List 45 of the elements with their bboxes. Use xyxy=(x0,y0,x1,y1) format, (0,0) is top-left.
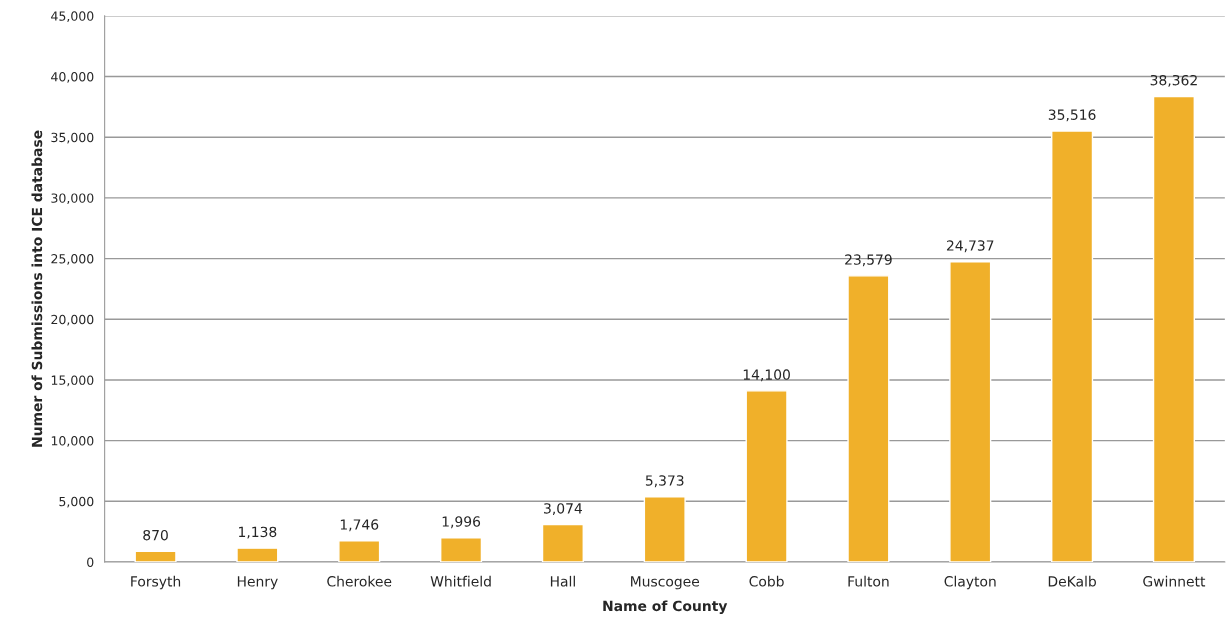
data-label: 1,746 xyxy=(340,519,379,532)
bar xyxy=(236,547,279,562)
x-tick-label: Muscogee xyxy=(631,576,700,590)
bar xyxy=(847,275,890,562)
x-tick-label: Hall xyxy=(550,575,575,587)
x-tick-label: DeKalb xyxy=(1048,575,1096,587)
y-tick-label: 5,000 xyxy=(59,496,94,508)
x-tick-label: Fulton xyxy=(848,575,889,587)
y-axis-title: Numer of Submissions into ICE database xyxy=(31,130,43,447)
data-label: 3,074 xyxy=(544,503,582,516)
x-tick-label: Forsyth xyxy=(131,575,181,590)
y-tick-label: 20,000 xyxy=(51,314,94,326)
bar xyxy=(949,261,992,562)
x-axis-title: Name of County xyxy=(603,600,728,614)
y-tick-label: 0 xyxy=(87,557,94,567)
x-tick-label: Cobb xyxy=(749,575,784,587)
bar xyxy=(134,550,177,562)
bar xyxy=(1051,130,1094,562)
data-label: 38,362 xyxy=(1150,74,1197,87)
y-tick-label: 30,000 xyxy=(51,193,94,205)
bar xyxy=(541,523,584,562)
y-tick-label: 10,000 xyxy=(51,436,94,447)
x-tick-label: Henry xyxy=(237,576,278,590)
data-label: 1,138 xyxy=(239,526,277,539)
data-label: 24,737 xyxy=(946,240,994,253)
x-tick-label: Cherokee xyxy=(327,575,392,587)
data-label: 14,100 xyxy=(743,369,790,382)
bar xyxy=(338,540,381,562)
bar xyxy=(643,496,686,562)
y-tick-label: 45,000 xyxy=(51,11,94,23)
bar xyxy=(1152,95,1195,562)
bar xyxy=(745,390,788,562)
y-tick-label: 25,000 xyxy=(51,254,94,265)
x-tick-label: Clayton xyxy=(944,575,996,590)
y-tick-label: 40,000 xyxy=(51,72,94,83)
data-label: 35,516 xyxy=(1048,109,1096,122)
bar xyxy=(440,537,483,562)
data-label: 5,373 xyxy=(645,475,684,488)
x-tick-label: Whitfield xyxy=(430,575,491,587)
data-label: 23,579 xyxy=(845,254,892,267)
y-tick-label: 15,000 xyxy=(51,375,94,387)
x-tick-label: Gwinnett xyxy=(1143,575,1206,587)
data-label: 1,996 xyxy=(442,516,481,529)
y-tick-label: 35,000 xyxy=(51,132,94,144)
data-label: 870 xyxy=(143,529,168,541)
